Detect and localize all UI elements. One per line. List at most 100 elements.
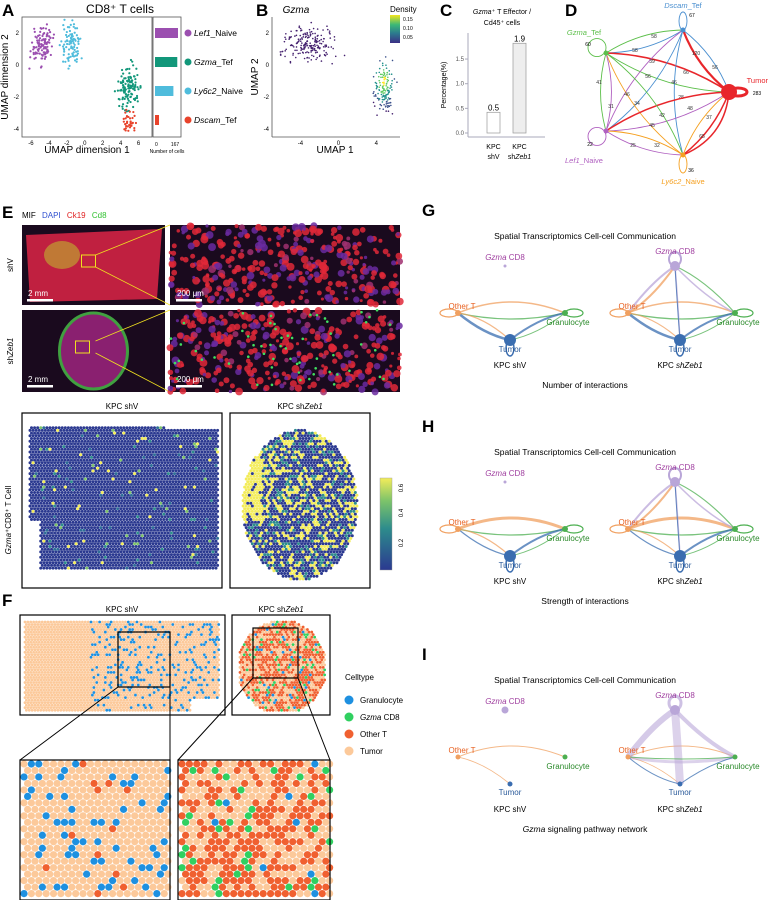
cell <box>294 229 302 238</box>
spot <box>120 499 124 503</box>
spot <box>208 539 212 543</box>
spot <box>40 477 44 481</box>
spot <box>134 539 138 543</box>
edge-weight-label: 46 <box>671 80 677 86</box>
spot <box>111 488 115 492</box>
spot <box>63 501 67 505</box>
spot <box>93 553 97 557</box>
spot <box>174 464 178 467</box>
spot <box>136 553 140 557</box>
umap-point <box>126 101 129 105</box>
spot <box>117 466 121 470</box>
spot <box>83 493 87 497</box>
spot <box>179 428 183 432</box>
spot <box>80 477 84 481</box>
spot <box>91 447 95 451</box>
spot <box>142 520 146 524</box>
cell-point <box>384 106 387 108</box>
spot <box>183 545 187 548</box>
spot <box>37 493 41 497</box>
spot <box>105 563 109 567</box>
spot <box>180 534 184 538</box>
spot <box>85 453 89 457</box>
spot <box>146 518 150 521</box>
cell-point <box>328 31 331 34</box>
cell-point <box>300 44 302 47</box>
spot <box>173 563 177 567</box>
spot <box>145 488 149 492</box>
spot <box>102 520 106 524</box>
spot <box>143 501 147 505</box>
cell-point <box>289 61 292 64</box>
cell <box>213 370 219 376</box>
cell <box>246 271 255 280</box>
spot <box>83 482 87 486</box>
spot <box>203 531 207 535</box>
spot <box>173 434 177 438</box>
spot <box>42 491 46 494</box>
cell-point <box>330 46 333 48</box>
spot <box>199 523 203 527</box>
node-label: Ly6c2_Naive <box>661 177 704 186</box>
spot <box>69 555 73 559</box>
spot <box>149 447 153 451</box>
cell <box>368 333 376 342</box>
spot <box>63 426 67 430</box>
spot <box>56 499 60 503</box>
spot <box>162 453 166 457</box>
spot <box>125 480 129 484</box>
spot <box>123 520 127 524</box>
spot <box>119 545 123 548</box>
cell <box>189 336 195 342</box>
spot <box>133 439 137 443</box>
cd8-cell <box>297 371 301 374</box>
spot <box>146 545 150 548</box>
spot <box>69 464 73 467</box>
y-tick: -2 <box>264 95 270 101</box>
spot <box>123 472 127 476</box>
spot <box>46 493 50 497</box>
spot <box>111 482 115 486</box>
cluster-legend-label: Lef1_Naive <box>194 28 237 38</box>
spot <box>123 509 127 513</box>
spot <box>71 536 75 540</box>
spot <box>83 547 87 551</box>
spot <box>126 493 130 497</box>
spot <box>196 528 200 532</box>
spot <box>281 434 285 438</box>
spot <box>143 480 147 484</box>
spot <box>148 466 152 470</box>
spot <box>148 499 152 503</box>
spot <box>79 512 83 516</box>
spot <box>185 547 189 551</box>
spot <box>194 558 198 562</box>
spot <box>91 539 95 543</box>
cell <box>252 259 259 266</box>
spot <box>71 488 75 492</box>
x-tick: -4 <box>46 141 52 147</box>
spot <box>73 447 77 451</box>
cell <box>351 289 356 293</box>
spot <box>56 434 60 438</box>
spot <box>192 447 196 451</box>
spot <box>42 518 46 521</box>
spot <box>261 447 265 451</box>
umap-point <box>63 43 66 46</box>
spot <box>96 455 100 459</box>
spot <box>169 526 173 530</box>
spot <box>77 515 81 519</box>
spot <box>82 442 86 446</box>
spot <box>53 445 57 449</box>
spot <box>157 477 161 481</box>
spot <box>46 515 50 519</box>
cell-point <box>379 103 382 106</box>
spot <box>37 450 41 454</box>
cd8-cell <box>348 369 351 373</box>
umap-point <box>136 100 139 103</box>
spot <box>165 442 169 446</box>
spot <box>216 542 220 546</box>
spot <box>59 461 63 465</box>
cd8-cell <box>173 361 177 365</box>
spot <box>142 563 146 567</box>
spot <box>335 447 339 451</box>
